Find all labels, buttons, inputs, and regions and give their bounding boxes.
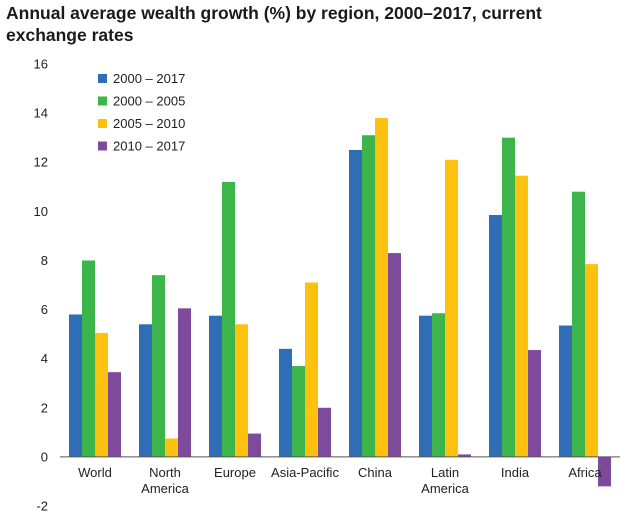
y-tick-label: 16 [34, 57, 48, 72]
legend-swatch [98, 119, 107, 128]
bar [139, 324, 152, 457]
x-category-label: America [421, 481, 469, 496]
legend-label: 2005 – 2010 [113, 116, 185, 131]
bar [419, 315, 432, 457]
bar [388, 253, 401, 457]
bar [165, 438, 178, 457]
bar [209, 315, 222, 457]
x-category-label: Latin [431, 465, 459, 480]
bar [559, 325, 572, 457]
bar [349, 149, 362, 457]
legend-label: 2000 – 2017 [113, 71, 185, 86]
bar [489, 215, 502, 457]
bar [152, 275, 165, 457]
legend-label: 2010 – 2017 [113, 139, 185, 154]
bar [108, 372, 121, 457]
y-tick-label: 4 [41, 351, 48, 366]
bar [95, 332, 108, 457]
y-tick-label: 8 [41, 253, 48, 268]
bar [82, 260, 95, 457]
bar [292, 366, 305, 457]
bars [69, 118, 611, 487]
y-axis: -2 0 2 4 6 8 10 12 14 16 [34, 57, 48, 514]
x-category-label: Africa [568, 465, 602, 480]
bar [515, 175, 528, 457]
bar [572, 191, 585, 457]
x-category-label: Europe [214, 465, 256, 480]
y-tick-label: 14 [34, 106, 48, 121]
bar [585, 264, 598, 457]
bar [375, 118, 388, 457]
bar [318, 407, 331, 457]
bar [528, 350, 541, 457]
bar [222, 181, 235, 457]
bar [445, 159, 458, 457]
x-category-label: World [78, 465, 112, 480]
legend-swatch [98, 141, 107, 151]
bar [502, 137, 515, 457]
x-category-label: India [501, 465, 530, 480]
x-category-label: America [141, 481, 189, 496]
bar [305, 282, 318, 457]
y-tick-label: 10 [34, 204, 48, 219]
bar [432, 313, 445, 457]
legend-swatch [98, 96, 107, 106]
y-tick-label: 12 [34, 155, 48, 170]
x-category-label: China [358, 465, 393, 480]
bar [235, 324, 248, 457]
bar [458, 454, 471, 457]
y-tick-label: -2 [36, 499, 48, 514]
bar [362, 135, 375, 457]
y-tick-label: 6 [41, 302, 48, 317]
legend: 2000 – 2017 2000 – 2005 2005 – 2010 2010 – … [98, 71, 185, 154]
chart-title: Annual average wealth growth (%) by regi… [6, 3, 542, 45]
legend-label: 2000 – 2005 [113, 94, 185, 109]
bar [248, 433, 261, 457]
legend-swatch [98, 74, 107, 83]
bar [598, 456, 611, 487]
bar [178, 308, 191, 457]
x-category-label: North [149, 465, 181, 480]
y-tick-label: 0 [41, 449, 48, 464]
bar [279, 348, 292, 457]
bar [69, 314, 82, 457]
x-category-label: Asia-Pacific [271, 465, 339, 480]
y-tick-label: 2 [41, 400, 48, 415]
